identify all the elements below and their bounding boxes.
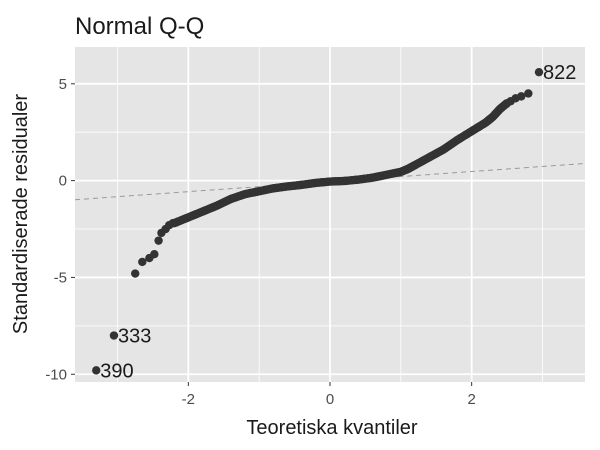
- data-point: [517, 92, 526, 101]
- point-labels: 390 333 822: [100, 62, 576, 382]
- data-point: [131, 269, 140, 278]
- y-tick-label: -10: [45, 366, 67, 383]
- outlier-label: 822: [543, 62, 576, 84]
- outlier-label: 390: [100, 360, 133, 382]
- data-point: [534, 67, 544, 77]
- data-point: [524, 89, 533, 98]
- chart-title: Normal Q-Q: [75, 13, 204, 40]
- data-point: [168, 219, 177, 228]
- y-tick-label: 0: [59, 173, 67, 190]
- outlier-label: 333: [118, 326, 151, 348]
- x-tick-label: 0: [326, 391, 334, 408]
- x-tick-label: 2: [467, 391, 475, 408]
- x-tick-label: -2: [182, 391, 195, 408]
- data-point: [109, 331, 119, 340]
- y-axis-ticks: -10 -5 0 5: [45, 76, 75, 383]
- y-tick-label: 5: [59, 76, 67, 93]
- data-point: [138, 257, 147, 267]
- data-points: [92, 67, 544, 375]
- data-point: [154, 236, 163, 245]
- data-point: [150, 249, 159, 259]
- data-point: [92, 366, 101, 375]
- x-axis-ticks: -2 0 2: [182, 382, 476, 408]
- x-axis-label: Teoretiska kvantiler: [246, 417, 418, 439]
- y-tick-label: -5: [54, 269, 67, 286]
- major-gridlines: [75, 47, 585, 382]
- y-axis-label: Standardiserade residualer: [10, 94, 32, 334]
